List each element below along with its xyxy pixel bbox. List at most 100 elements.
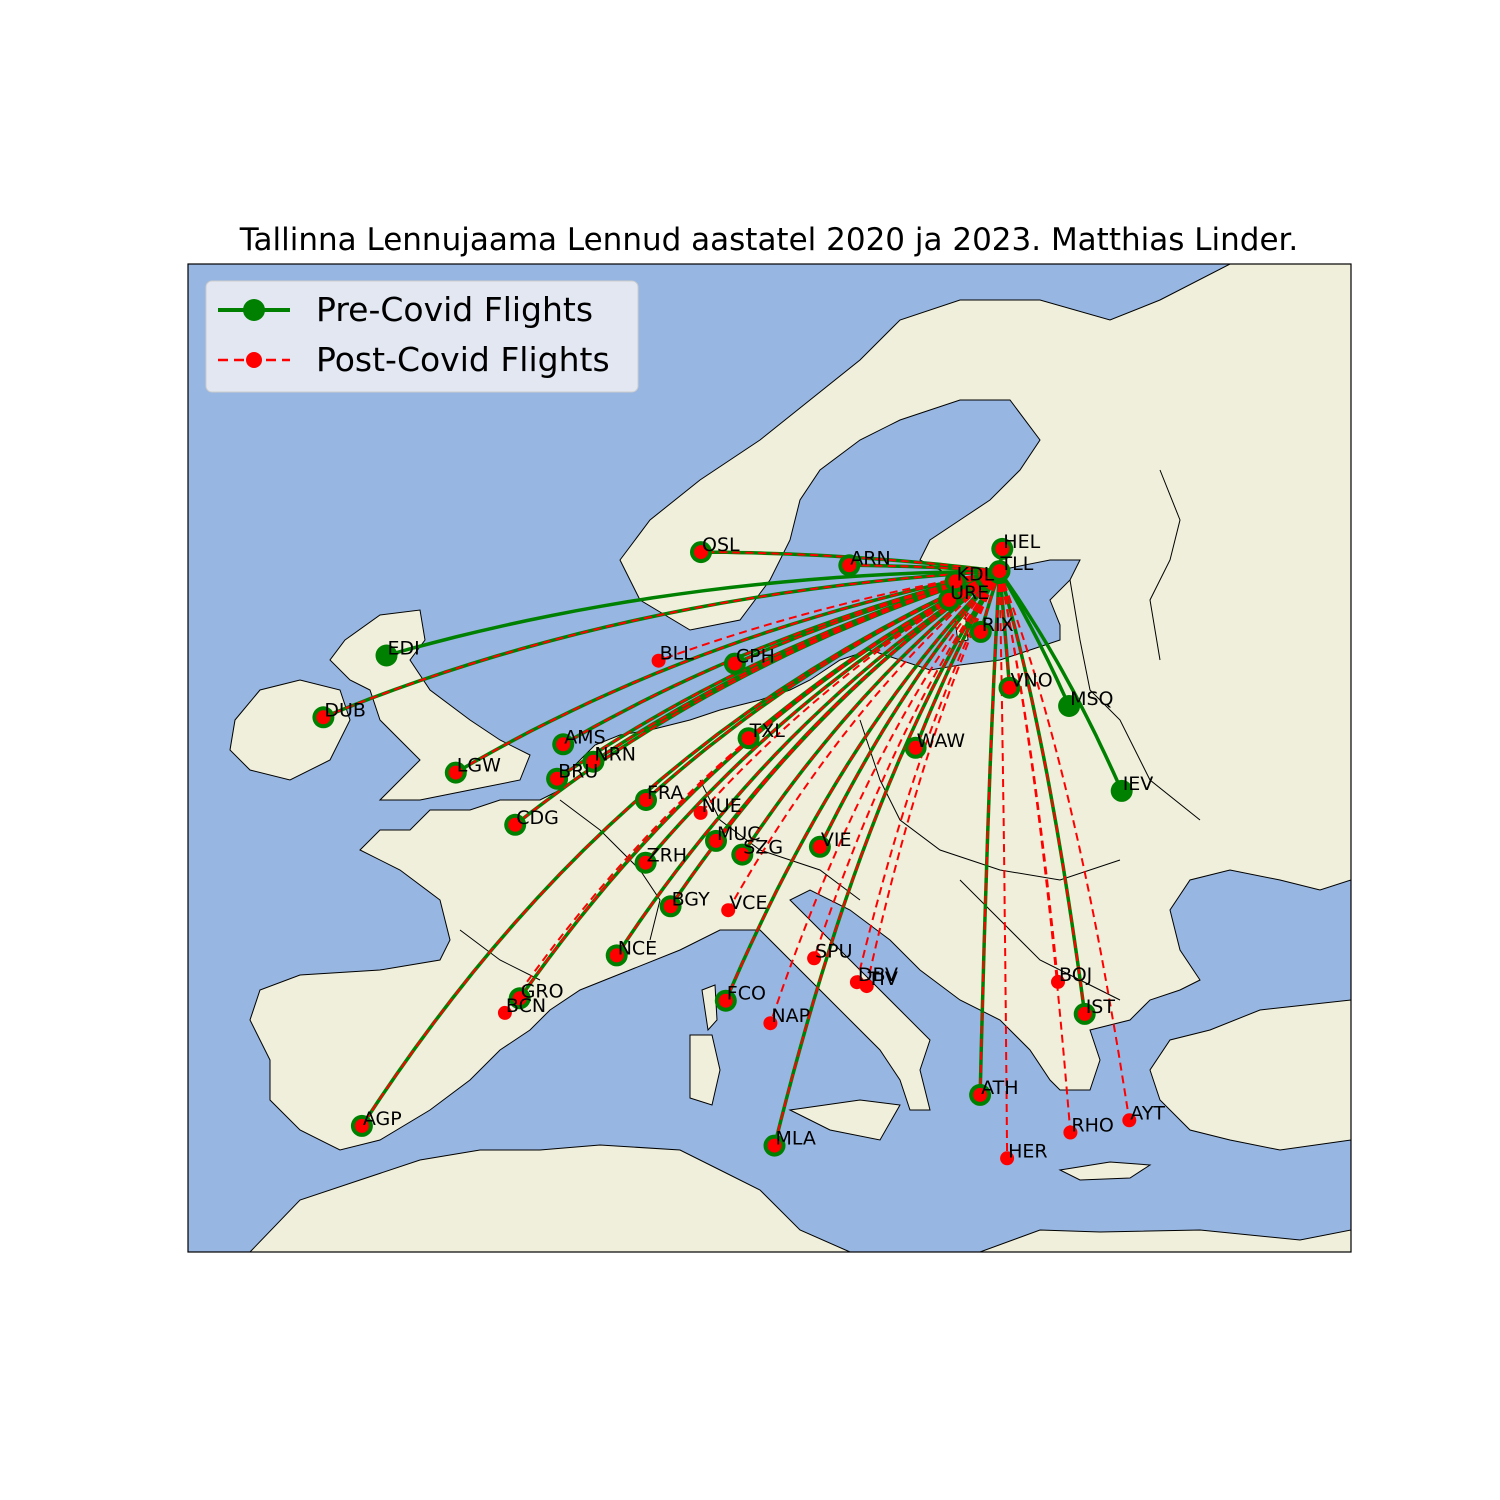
post-covid-marker-lgw — [448, 765, 463, 780]
post-covid-marker-fco — [718, 993, 733, 1008]
pre-covid-route-edi — [386, 569, 1000, 658]
legend-post-covid-label: Post-Covid Flights — [316, 340, 610, 379]
post-covid-marker-spu — [807, 951, 822, 966]
post-covid-marker-rix — [973, 624, 988, 639]
airport-label-spu: SPU — [815, 940, 852, 962]
post-covid-route-dbv — [855, 570, 1001, 983]
post-covid-marker-cdg — [508, 817, 523, 832]
airport-label-tiv: TIV — [867, 968, 898, 990]
airport-label-mla: MLA — [776, 1128, 816, 1150]
post-covid-route-ayt — [998, 570, 1131, 1121]
airport-label-msq: MSQ — [1070, 688, 1113, 710]
post-covid-marker-ist — [1077, 1006, 1092, 1021]
airport-label-ath: ATH — [981, 1077, 1018, 1099]
post-covid-route-tiv — [865, 570, 1001, 987]
post-covid-route-mla — [773, 570, 1001, 1146]
airport-label-ure: URE — [950, 582, 989, 604]
post-covid-marker-fra — [639, 793, 653, 807]
post-covid-route-vce — [727, 570, 1001, 911]
post-covid-route-dub — [323, 570, 1000, 719]
ireland — [229, 679, 351, 781]
post-covid-marker-nce — [609, 948, 624, 963]
post-covid-marker-txl — [741, 731, 756, 746]
post-covid-marker-rho — [1063, 1125, 1078, 1140]
legend-pre-covid-marker — [243, 299, 265, 321]
airport-label-ist: IST — [1086, 996, 1116, 1018]
airport-label-her: HER — [1008, 1140, 1048, 1162]
airport-label-nap: NAP — [771, 1005, 810, 1027]
crete — [1058, 1161, 1152, 1181]
airport-label-vie: VIE — [821, 829, 852, 851]
post-covid-marker-boj — [1051, 974, 1065, 989]
post-covid-marker-ath — [973, 1087, 988, 1102]
post-covid-marker-cph — [727, 656, 742, 671]
airport-label-ams: AMS — [564, 726, 605, 748]
airport-label-nrn: NRN — [594, 744, 636, 766]
airport-label-bcn: BCN — [506, 995, 546, 1017]
airport-label-bgy: BGY — [672, 888, 710, 910]
post-covid-route-rho — [998, 570, 1072, 1133]
post-covid-marker-szg — [735, 847, 750, 862]
airport-label-hel: HEL — [1003, 531, 1040, 553]
post-covid-route-szg — [741, 570, 1001, 856]
post-covid-marker-mla — [767, 1138, 782, 1153]
post-covid-marker-vce — [721, 903, 736, 918]
airport-label-ayt: AYT — [1130, 1102, 1165, 1124]
airport-label-osl: OSL — [702, 534, 740, 556]
flight-routes — [322, 548, 1131, 1159]
legend-pre-covid-label: Pre-Covid Flights — [316, 290, 593, 329]
post-covid-route-waw — [914, 570, 1001, 749]
pre-covid-marker-msq — [1058, 695, 1081, 717]
post-covid-marker-zrh — [638, 855, 653, 870]
airport-label-rho: RHO — [1071, 1115, 1113, 1137]
post-covid-route-ams — [562, 570, 1000, 746]
post-covid-route-gro — [518, 570, 1000, 999]
airport-label-vno: VNO — [1011, 670, 1053, 692]
airport-label-iev: IEV — [1123, 773, 1154, 795]
sicily — [788, 1099, 901, 1141]
post-covid-marker-ams — [556, 737, 571, 752]
post-covid-marker-bru — [550, 771, 565, 786]
airport-label-bll: BLL — [660, 643, 695, 665]
post-covid-route-agp — [361, 570, 1000, 1127]
airport-label-muc: MUC — [717, 823, 761, 845]
middle-east — [979, 1229, 1351, 1252]
map-frame — [187, 263, 1352, 1253]
post-covid-route-fco — [724, 570, 1001, 1002]
post-covid-route-bgy — [669, 570, 1001, 907]
airport-markers — [312, 537, 1137, 1166]
airport-label-boj: BOJ — [1059, 964, 1092, 986]
post-covid-route-nue — [699, 570, 1001, 814]
post-covid-marker-nrn — [586, 754, 601, 769]
map-title: Tallinna Lennujaama Lennud aastatel 2020… — [239, 222, 1299, 258]
post-covid-marker-tiv — [859, 979, 874, 994]
pre-covid-marker-iev — [1110, 779, 1133, 802]
post-covid-marker-ayt — [1122, 1113, 1137, 1128]
post-covid-marker-muc — [709, 833, 723, 848]
legend-box — [205, 280, 639, 393]
anatolia — [1149, 999, 1351, 1151]
airport-label-waw: WAW — [917, 730, 966, 752]
airport-label-vce: VCE — [729, 892, 767, 914]
post-covid-route-her — [998, 571, 1009, 1159]
post-covid-route-zrh — [644, 570, 1000, 864]
post-covid-route-vie — [819, 570, 1001, 848]
post-covid-marker-bll — [651, 653, 666, 668]
legend: Pre-Covid Flights Post-Covid Flights — [205, 280, 639, 393]
post-covid-marker-arn — [842, 558, 857, 573]
post-covid-marker-gro — [512, 991, 527, 1006]
post-covid-marker-waw — [908, 740, 923, 755]
airport-label-szg: SZG — [743, 837, 783, 859]
airport-label-nce: NCE — [618, 937, 657, 959]
airport-label-bru: BRU — [558, 761, 598, 783]
airport-label-agp: AGP — [363, 1108, 402, 1130]
airport-label-rix: RIX — [982, 614, 1014, 636]
corsica — [701, 984, 718, 1032]
post-covid-marker-kdl — [948, 574, 963, 589]
post-covid-marker-bgy — [663, 899, 678, 914]
post-covid-marker-ure — [942, 592, 957, 607]
pre-covid-marker-edi — [375, 644, 398, 667]
post-covid-route-cdg — [514, 570, 1000, 826]
